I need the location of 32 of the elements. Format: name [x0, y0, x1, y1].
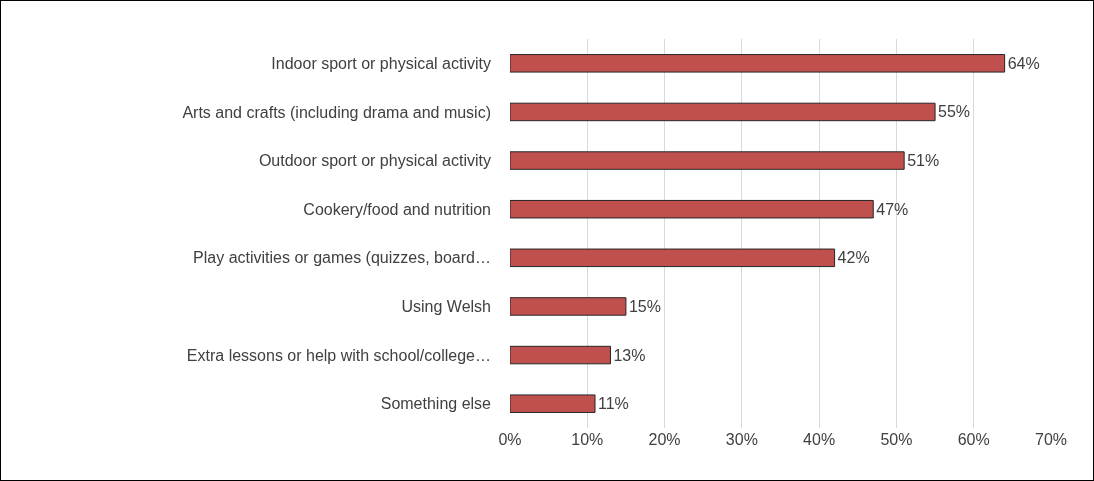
y-tick-label: Cookery/food and nutrition [303, 200, 491, 218]
x-tick-label: 20% [648, 431, 681, 448]
x-tick-label: 50% [880, 431, 913, 448]
x-tick-label: 30% [725, 431, 758, 448]
y-tick-label: Something else [380, 395, 492, 413]
data-label: 15% [628, 297, 661, 315]
x-tick-label: 10% [571, 431, 604, 448]
data-label: 64% [1007, 54, 1040, 72]
bar [510, 394, 596, 413]
bar [510, 248, 836, 268]
data-label: 55% [938, 103, 971, 121]
bar [510, 102, 936, 122]
x-tick-label: 60% [957, 431, 990, 448]
y-tick-label: Arts and crafts (including drama and music) [182, 103, 491, 121]
bar [510, 199, 874, 219]
y-tick-label: Indoor sport or physical activity [271, 54, 491, 72]
data-label: 47% [876, 200, 909, 218]
y-tick-label: Play activities or games (quizzes, board… [193, 249, 491, 267]
x-tick-label: 70% [1034, 431, 1068, 448]
data-label: 11% [598, 395, 629, 413]
data-label: 42% [837, 249, 870, 267]
y-tick-label: Using Welsh [401, 298, 491, 316]
bar [510, 151, 905, 170]
y-tick-label: Extra lessons or help with school/college… [186, 346, 491, 364]
bar [510, 345, 611, 365]
data-label: 51% [907, 152, 940, 170]
bar [510, 297, 627, 316]
bar [510, 54, 1006, 73]
y-tick-label: Outdoor sport or physical activity [258, 152, 491, 170]
x-tick-label: 40% [803, 431, 836, 448]
x-tick-label: 0% [498, 431, 522, 448]
data-label: 13% [613, 346, 646, 364]
